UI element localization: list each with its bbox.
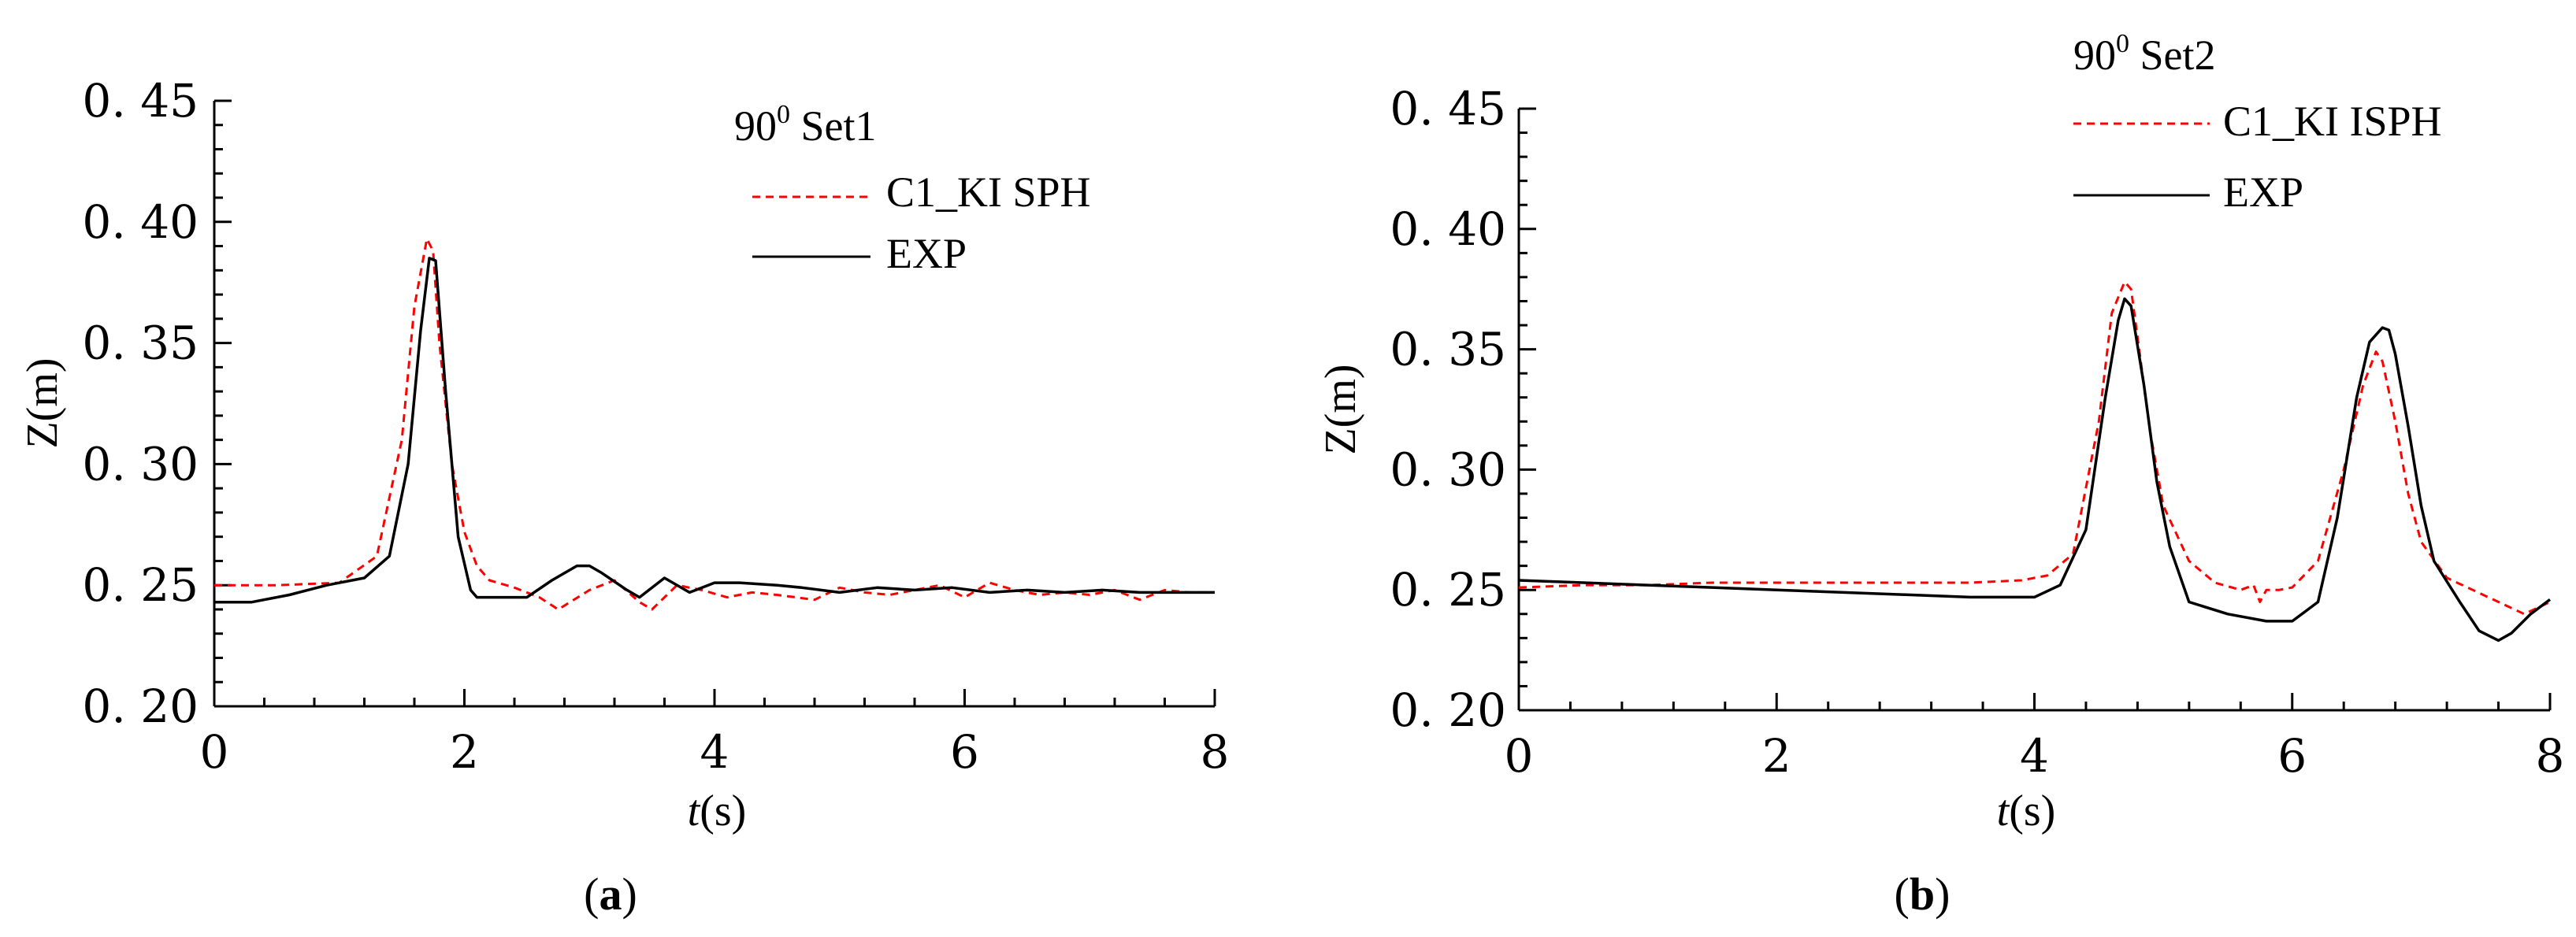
x-axis-label: t(s) xyxy=(688,787,747,835)
x-tick-label: 2 xyxy=(450,725,479,779)
y-tick-label: 0. 20 xyxy=(82,680,199,733)
x-tick-label: 4 xyxy=(700,725,729,779)
series-line-exp xyxy=(214,257,1215,604)
legend: 900 Set2 C1_KI ISPH EXP xyxy=(2073,29,2442,216)
y-tick-label: 0. 25 xyxy=(1390,563,1506,617)
y-tick-label: 0. 35 xyxy=(82,317,199,370)
series-line-simulation xyxy=(214,237,1215,611)
y-tick-label: 0. 25 xyxy=(82,558,199,612)
x-axis-label: t(s) xyxy=(1997,787,2056,835)
chart-panel-b: 0 2 4 6 8 0. 20 0. 25 0. 30 0. 35 0. 40 0. 45 900 … xyxy=(1316,29,2564,920)
y-tick-label: 0. 40 xyxy=(1390,202,1506,256)
legend-label-exp: EXP xyxy=(2223,169,2303,216)
x-tick-label: 4 xyxy=(2020,729,2049,783)
legend-label-isph: C1_KI ISPH xyxy=(2223,98,2442,145)
y-tick-label: 0. 40 xyxy=(82,195,199,249)
x-tick-label: 0 xyxy=(1505,729,1534,783)
panel-caption: (b) xyxy=(1895,868,1951,920)
x-tick-label: 6 xyxy=(950,725,979,779)
series-line-exp xyxy=(1518,297,2552,643)
y-tick-label: 0. 20 xyxy=(1390,683,1506,737)
legend-label-sph: C1_KI SPH xyxy=(886,169,1091,216)
x-tick-label: 6 xyxy=(2277,729,2307,783)
x-tick-label: 8 xyxy=(1201,725,1230,779)
y-tick-label: 0. 45 xyxy=(1390,82,1506,135)
axes-frame xyxy=(1517,109,2550,712)
x-tick-label: 2 xyxy=(1762,729,1791,783)
y-tick-label: 0. 45 xyxy=(82,74,199,128)
panel-caption: (a) xyxy=(584,868,637,920)
chart-panel-a: 0 2 4 6 8 0. 20 0. 25 0. 30 0. 35 0. 40 0. 45 900 … xyxy=(18,74,1229,920)
y-tick-label: 0. 30 xyxy=(82,437,199,491)
y-axis-label: Z(m) xyxy=(1316,364,1365,454)
series-group xyxy=(1518,280,2552,643)
legend-title: 900 Set2 xyxy=(2073,29,2216,79)
y-axis-label: Z(m) xyxy=(18,357,67,448)
ticks-group: 0 2 4 6 8 0. 20 0. 25 0. 30 0. 35 0. 40 0. 45 xyxy=(82,74,1229,779)
legend-label-exp: EXP xyxy=(886,230,967,277)
y-tick-label: 0. 35 xyxy=(1390,323,1506,376)
ticks-group: 0 2 4 6 8 0. 20 0. 25 0. 30 0. 35 0. 40 0. 45 xyxy=(1390,82,2564,783)
series-group xyxy=(214,237,1215,611)
legend-title: 900 Set1 xyxy=(734,100,877,150)
legend: 900 Set1 C1_KI SPH EXP xyxy=(734,100,1091,277)
y-tick-label: 0. 30 xyxy=(1390,443,1506,496)
x-tick-label: 8 xyxy=(2536,729,2565,783)
x-tick-label: 0 xyxy=(200,725,229,779)
series-line-simulation xyxy=(1518,280,2551,616)
